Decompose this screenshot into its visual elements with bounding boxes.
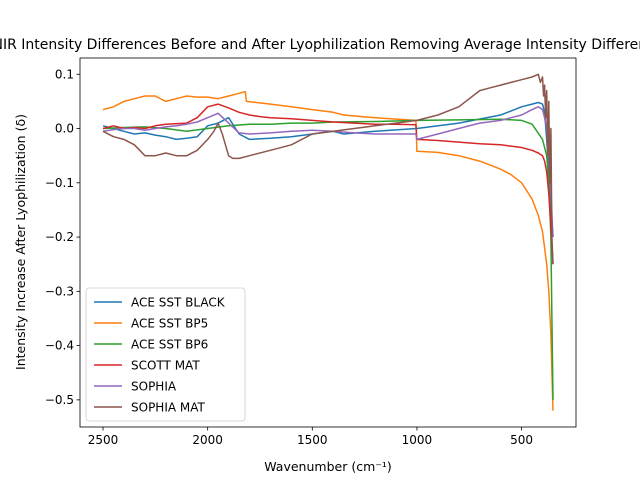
- legend: ACE SST BLACK ACE SST BP5 ACE SST BP6 SCOTT…: [85, 287, 246, 422]
- x-axis-label: Wavenumber (cm⁻¹): [264, 459, 391, 474]
- y-axis: 0.1 0.0 −0.1 −0.2 −0.3 −0.4 −0.5: [45, 67, 80, 407]
- plot-frame: [79, 57, 577, 428]
- series-line-1: [102, 101, 554, 238]
- y-tick-label: −0.4: [45, 339, 74, 353]
- series-line-5: [102, 106, 554, 238]
- y-tick-label: −0.2: [45, 230, 74, 244]
- x-tick-label: 1500: [297, 433, 328, 447]
- x-axis: 2500 2000 1500 1000 500: [88, 427, 533, 447]
- chart-title: NIR Intensity Differences Before and Aft…: [0, 37, 640, 53]
- x-tick-label: 2000: [192, 433, 223, 447]
- x-tick-label: 500: [510, 433, 533, 447]
- legend-label: SOPHIA: [131, 380, 177, 394]
- series-line-4: [102, 103, 554, 265]
- legend-label: ACE SST BP6: [131, 338, 208, 352]
- legend-label: SCOTT MAT: [131, 359, 200, 373]
- legend-label: ACE SST BP5: [131, 317, 208, 331]
- x-tick-label: 1000: [402, 433, 433, 447]
- series-line-6: [102, 73, 554, 265]
- y-tick-label: −0.3: [45, 284, 74, 298]
- y-axis-label: Intensity Increase After Lyophilization …: [13, 114, 28, 370]
- y-tick-label: −0.1: [45, 176, 74, 190]
- legend-label: ACE SST BLACK: [131, 296, 226, 310]
- y-tick-label: 0.1: [55, 67, 74, 81]
- y-tick-label: 0.0: [55, 122, 74, 136]
- series-line-2: [102, 90, 554, 411]
- series-layer: [102, 73, 554, 411]
- y-tick-label: −0.5: [45, 393, 74, 407]
- series-line-3: [102, 118, 554, 400]
- x-tick-label: 2500: [88, 433, 119, 447]
- legend-box: [85, 287, 246, 422]
- legend-label: SOPHIA MAT: [131, 401, 206, 415]
